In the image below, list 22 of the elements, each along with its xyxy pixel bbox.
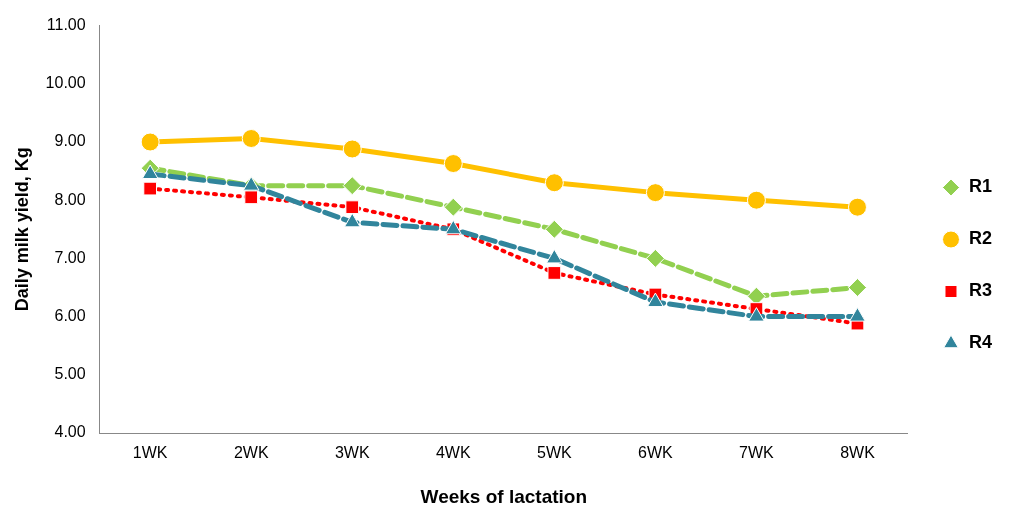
x-tick-label: 1WK [132,444,168,462]
y-tick-label: 9.00 [54,132,86,150]
y-tick-label: 11.00 [46,16,86,34]
legend-label: R4 [968,332,993,353]
y-axis-title: Daily milk yield, Kg [11,147,32,312]
y-tick-label: 10.00 [45,74,86,92]
y-tick-label: 8.00 [54,190,86,208]
y-tick-label: 6.00 [54,307,86,325]
y-tick-label: 7.00 [54,248,86,266]
x-tick-label: 8WK [840,444,876,462]
x-tick-label: 2WK [233,444,269,462]
x-tick-label: 7WK [739,444,775,462]
x-tick-label: 6WK [638,444,674,462]
x-tick-label: 4WK [435,444,471,462]
x-tick-label: 5WK [537,444,572,462]
legend-label: R1 [968,176,993,197]
y-tick-label: 5.00 [54,365,86,383]
legend-label: R3 [968,280,993,301]
x-tick-label: 3WK [334,444,370,462]
x-axis-title: Weeks of lactation [420,485,588,507]
y-tick-label: 4.00 [54,423,86,441]
legend-label: R2 [968,228,993,249]
